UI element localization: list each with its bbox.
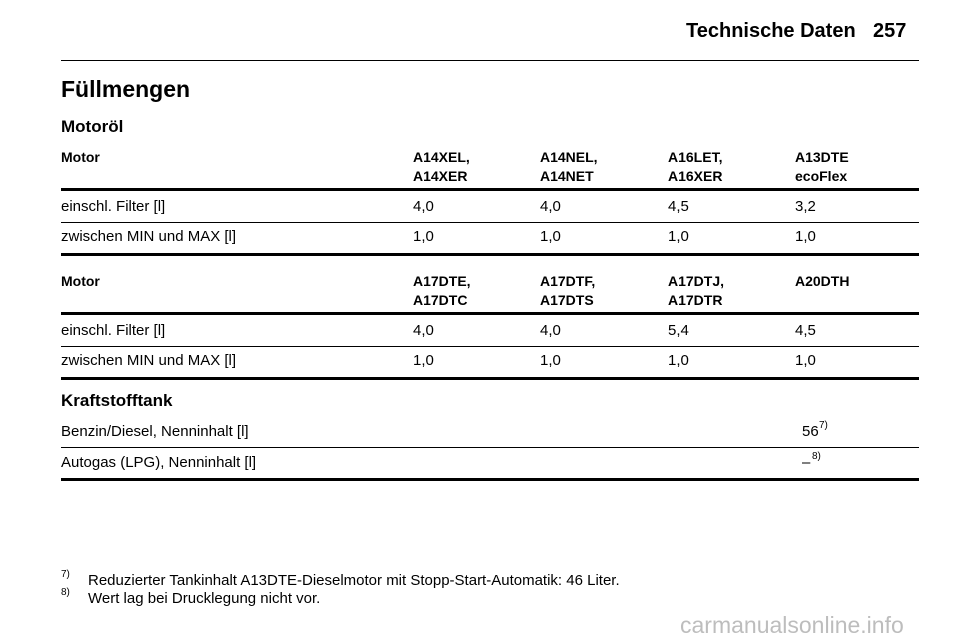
column-header: A17DTF, [540,273,596,289]
cell-value: – [802,454,811,471]
footnote-text: Wert lag bei Drucklegung nicht vor. [88,590,321,607]
column-header: A14NEL, [540,149,598,165]
column-header: A17DTC [413,292,468,308]
cell-value: 1,0 [795,228,816,245]
rule [61,188,919,191]
cell-value: 4,0 [413,198,434,215]
cell-value: 3,2 [795,198,816,215]
column-header: A17DTR [668,292,723,308]
cell-value: 4,5 [795,322,816,339]
subsection-title: Kraftstofftank [61,391,173,410]
cell-value: 1,0 [668,352,689,369]
cell-value: 4,0 [540,198,561,215]
column-header: A13DTE [795,149,849,165]
rule [61,312,919,315]
watermark: carmanualsonline.info [680,612,904,638]
cell-value: 1,0 [413,352,434,369]
cell-value: 1,0 [540,352,561,369]
subsection-title: Motoröl [61,117,124,136]
footnote-mark: 7) [61,569,70,580]
row-label: zwischen MIN und MAX [l] [61,352,237,369]
column-header: A16XER [668,168,723,184]
row-label: einschl. Filter [l] [61,198,166,215]
rule [61,253,919,256]
column-header: ecoFlex [795,168,848,184]
rule [61,377,919,380]
column-header: A20DTH [795,273,850,289]
table-label: Motor [61,273,100,289]
rule [61,447,919,448]
cell-value: 5,4 [668,322,689,339]
header-rule [61,60,919,61]
footnote-mark: 8) [61,587,70,598]
column-header: A14XEL, [413,149,470,165]
column-header: A14NET [540,168,594,184]
row-label: Autogas (LPG), Nenninhalt [l] [61,454,257,471]
cell-value: 4,0 [413,322,434,339]
row-label: Benzin/Diesel, Nenninhalt [l] [61,423,249,440]
section-title: Füllmengen [61,76,191,102]
row-label: einschl. Filter [l] [61,322,166,339]
footnote-text: Reduzierter Tankinhalt A13DTE-Dieselmoto… [88,572,620,589]
column-header: A17DTJ, [668,273,725,289]
cell-value: 56 [802,423,819,440]
footnote-ref: 7) [819,420,828,431]
cell-value: 1,0 [413,228,434,245]
cell-value: 1,0 [540,228,561,245]
header-title: Technische Daten [686,20,856,42]
page-number: 257 [873,20,907,42]
cell-value: 1,0 [668,228,689,245]
row-label: zwischen MIN und MAX [l] [61,228,237,245]
rule [61,222,919,223]
cell-value: 4,5 [668,198,689,215]
column-header: A14XER [413,168,468,184]
table-label: Motor [61,149,100,165]
column-header: A16LET, [668,149,723,165]
rule [61,478,919,481]
footnote-ref: 8) [812,451,821,462]
cell-value: 4,0 [540,322,561,339]
rule [61,346,919,347]
column-header: A17DTE, [413,273,471,289]
column-header: A17DTS [540,292,594,308]
cell-value: 1,0 [795,352,816,369]
